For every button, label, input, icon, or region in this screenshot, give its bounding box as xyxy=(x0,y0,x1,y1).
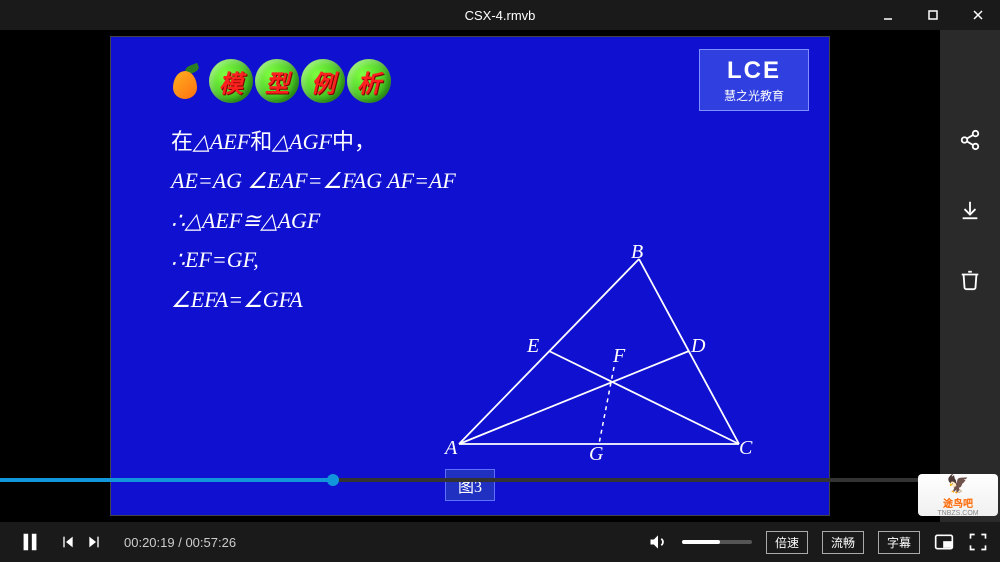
window-title: CSX-4.rmvb xyxy=(465,8,536,23)
right-controls: 倍速 流畅 字幕 xyxy=(648,531,988,554)
watermark: 🦅 途鸟吧 TNBZS.COM xyxy=(918,474,998,516)
subtitle-button[interactable]: 字幕 xyxy=(878,531,920,554)
logo-main: LCE xyxy=(727,57,781,85)
download-button[interactable] xyxy=(950,190,990,230)
figure-label: 图3 xyxy=(445,469,495,501)
volume-fill xyxy=(682,540,721,544)
prev-button[interactable] xyxy=(56,530,80,554)
progress-thumb[interactable] xyxy=(327,474,339,486)
window-controls xyxy=(865,0,1000,30)
control-bar: 00:20:19 / 00:57:26 倍速 流畅 字幕 xyxy=(0,522,1000,562)
delete-button[interactable] xyxy=(950,260,990,300)
pause-button[interactable] xyxy=(12,524,48,560)
volume-slider[interactable] xyxy=(682,540,752,544)
math-line-4: ∴EF=GF, xyxy=(171,241,456,278)
logo-sub: 慧之光教育 xyxy=(724,87,784,104)
side-panel xyxy=(940,30,1000,522)
time-display: 00:20:19 / 00:57:26 xyxy=(124,535,236,550)
minimize-button[interactable] xyxy=(865,0,910,30)
vertex-e: E xyxy=(527,335,539,358)
mango-icon xyxy=(171,63,203,99)
next-button[interactable] xyxy=(82,530,106,554)
progress-fill xyxy=(0,478,333,482)
fullscreen-button[interactable] xyxy=(968,532,988,552)
triangle-diagram: B A C E D F G xyxy=(439,249,759,459)
slide-header: 模 型 例 析 xyxy=(171,59,391,103)
header-char-2: 型 xyxy=(255,59,299,103)
share-button[interactable] xyxy=(950,120,990,160)
title-bar: CSX-4.rmvb xyxy=(0,0,1000,30)
progress-bar[interactable] xyxy=(0,478,940,482)
header-char-4: 析 xyxy=(347,59,391,103)
close-button[interactable] xyxy=(955,0,1000,30)
vertex-g: G xyxy=(589,443,603,466)
video-content[interactable]: 模 型 例 析 LCE 慧之光教育 在△AEF和△AGF中， AE=AG ∠EA… xyxy=(0,30,940,522)
math-line-5: ∠EFA=∠GFA xyxy=(171,281,456,318)
math-content: 在△AEF和△AGF中， AE=AG ∠EAF=∠FAG AF=AF ∴△AEF… xyxy=(171,123,456,320)
header-char-1: 模 xyxy=(209,59,253,103)
watermark-url: TNBZS.COM xyxy=(937,510,978,517)
slide: 模 型 例 析 LCE 慧之光教育 在△AEF和△AGF中， AE=AG ∠EA… xyxy=(110,36,830,516)
maximize-button[interactable] xyxy=(910,0,955,30)
vertex-f: F xyxy=(613,345,625,368)
volume-button[interactable] xyxy=(648,532,668,552)
pip-button[interactable] xyxy=(934,532,954,552)
vertex-a: A xyxy=(445,437,457,460)
vertex-d: D xyxy=(691,335,705,358)
math-line-1: 在△AEF和△AGF中， xyxy=(171,123,456,160)
brand-logo: LCE 慧之光教育 xyxy=(699,49,809,111)
math-line-2: AE=AG ∠EAF=∠FAG AF=AF xyxy=(171,162,456,199)
speed-button[interactable]: 倍速 xyxy=(766,531,808,554)
bird-icon: 🦅 xyxy=(947,474,969,495)
skip-buttons xyxy=(56,530,106,554)
watermark-name: 途鸟吧 xyxy=(943,495,973,510)
vertex-c: C xyxy=(739,437,752,460)
vertex-b: B xyxy=(631,241,643,264)
quality-button[interactable]: 流畅 xyxy=(822,531,864,554)
video-area: 模 型 例 析 LCE 慧之光教育 在△AEF和△AGF中， AE=AG ∠EA… xyxy=(0,30,1000,522)
header-char-3: 例 xyxy=(301,59,345,103)
math-line-3: ∴△AEF≅△AGF xyxy=(171,202,456,239)
